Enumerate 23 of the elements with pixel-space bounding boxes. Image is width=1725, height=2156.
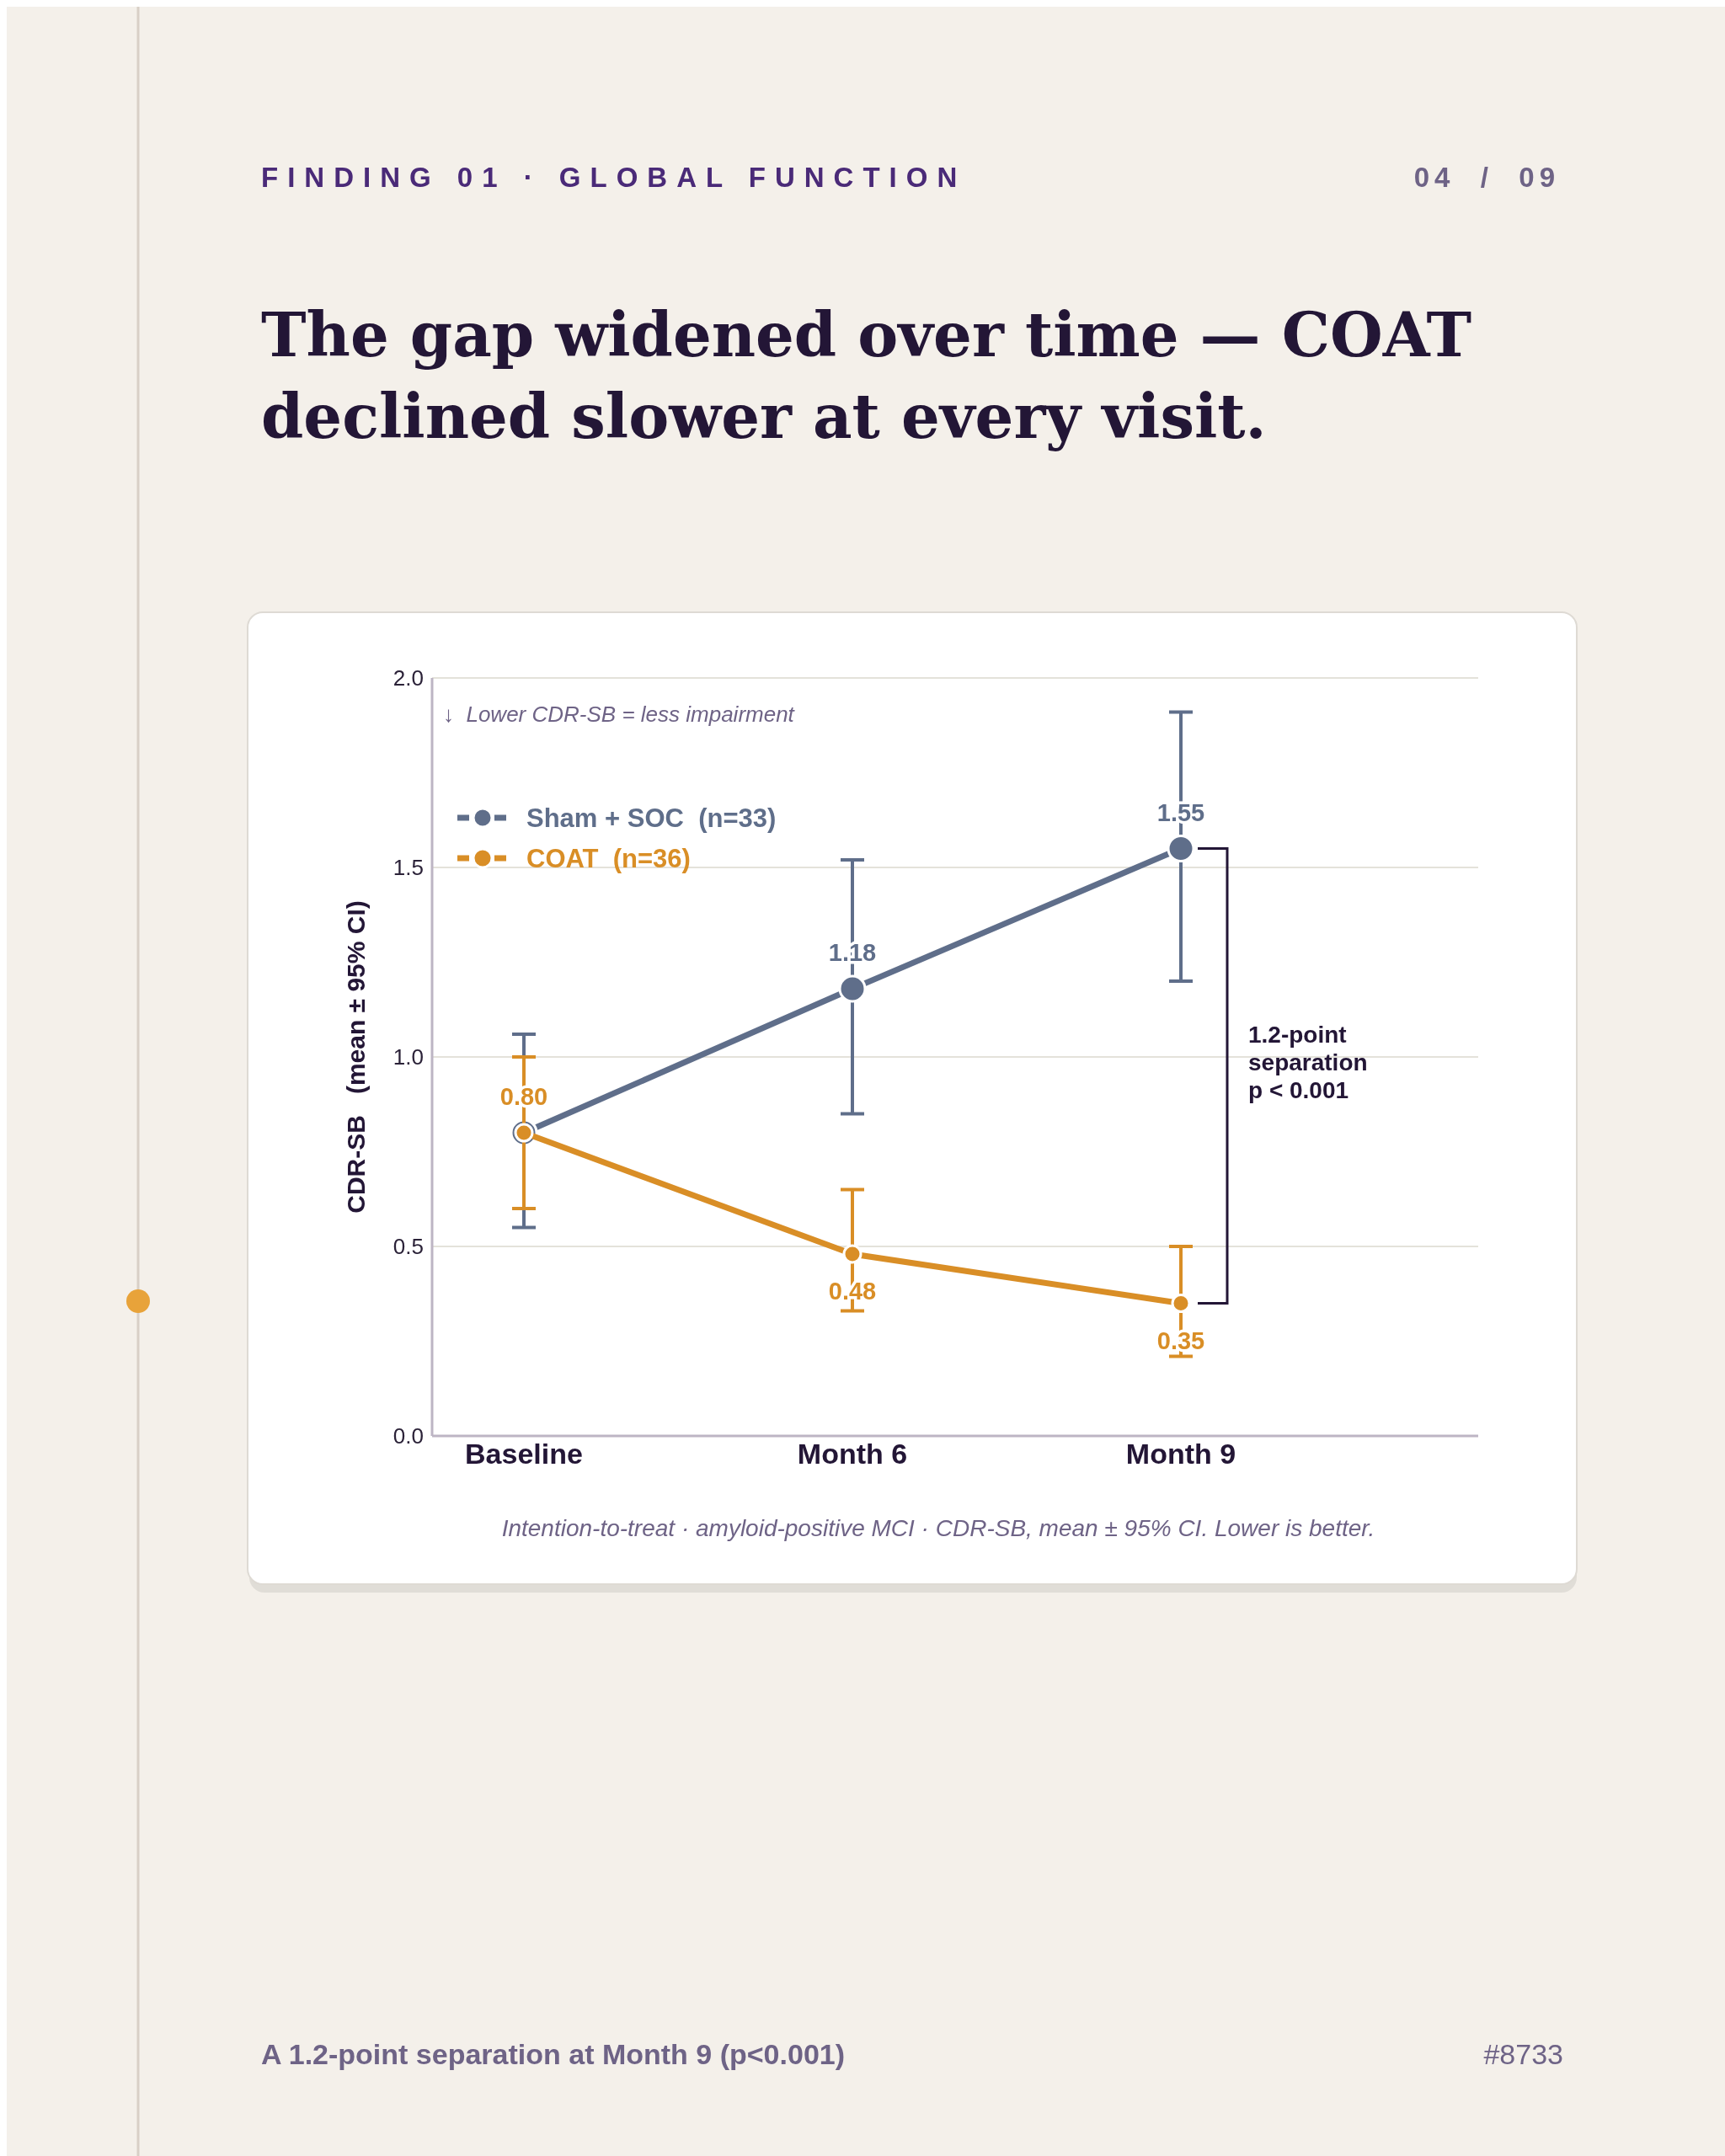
text: #8733 xyxy=(1483,2038,1563,2070)
chart-title: The gap widened over time — COAT declined slower at every visit. xyxy=(261,299,1472,452)
point xyxy=(838,974,867,1003)
x-tick-label: Month 9 xyxy=(1125,1438,1236,1470)
legend-label: COAT (n=36) xyxy=(526,844,691,873)
point xyxy=(842,1244,862,1264)
legend-label: Sham + SOC (n=33) xyxy=(526,803,777,833)
annotation: ↓ Lower CDR-SB = less impairment xyxy=(443,702,796,727)
text: Intention-to-treat · amyloid-positive MCI · CDR-SB, mean ± 95% CI. Lower is better. xyxy=(501,1515,1375,1541)
point xyxy=(1171,1294,1191,1313)
y-tick-label: 2.0 xyxy=(393,665,424,691)
x-tick-label: Month 6 xyxy=(797,1438,908,1470)
y-tick-label: 0.5 xyxy=(393,1234,424,1259)
point xyxy=(1167,835,1195,862)
y-tick-label: 1.0 xyxy=(393,1044,424,1070)
x-tick-label: Baseline xyxy=(465,1438,583,1470)
annotation: 1.2-point separation p < 0.001 xyxy=(1248,1021,1368,1103)
y-tick-label: 0.0 xyxy=(393,1423,424,1449)
text: FINDING 01 · GLOBAL FUNCTION xyxy=(261,162,967,193)
text: A 1.2-point separation at Month 9 (p<0.001) xyxy=(261,2038,846,2070)
y-tick-label: 1.5 xyxy=(393,855,424,880)
y-axis-title: CDR-SB (mean ± 95% CI) xyxy=(342,900,370,1214)
text: 04 / 09 xyxy=(1413,162,1560,193)
